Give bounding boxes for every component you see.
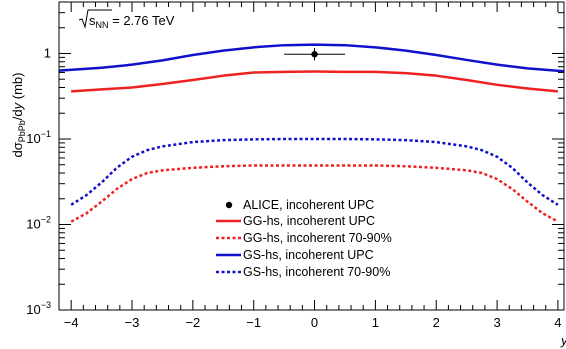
legend-label-gg-upc: GG-hs, incoherent UPC xyxy=(243,214,375,228)
legend-entry-gg-upc: GG-hs, incoherent UPC xyxy=(216,214,375,228)
annotation-sub: NN xyxy=(96,20,109,30)
y-tick-label: 10−1 xyxy=(26,129,51,146)
ylabel-sub: PbPb xyxy=(17,120,27,142)
plot-frame xyxy=(58,1,565,311)
x-tick-label: 3 xyxy=(493,315,500,330)
y-tick-label: 1 xyxy=(44,45,51,60)
legend-label-gs-7090: GS-hs, incoherent 70-90% xyxy=(243,265,390,279)
legend-label-gg-7090: GG-hs, incoherent 70-90% xyxy=(243,231,392,245)
legend-label-alice: ALICE, incoherent UPC xyxy=(243,198,374,212)
legend-entry-gs-upc: GS-hs, incoherent UPC xyxy=(216,248,374,262)
ylabel-a: dσ xyxy=(10,142,25,157)
x-tick-label: 1 xyxy=(372,315,379,330)
x-tick-label: 0 xyxy=(311,315,318,330)
data-points-layer xyxy=(284,47,345,61)
legend-label-gs-upc: GS-hs, incoherent UPC xyxy=(243,248,374,262)
series-line-3 xyxy=(70,137,559,206)
sqrt-symbol xyxy=(78,9,112,29)
x-tick-label: −3 xyxy=(125,315,140,330)
ylabel-b: /d xyxy=(10,109,25,120)
energy-annotation: sNN = 2.76 TeV xyxy=(78,9,175,30)
legend-entry-alice: ALICE, incoherent UPC xyxy=(225,198,374,212)
legend-entry-gs-7090: GS-hs, incoherent 70-90% xyxy=(216,265,390,279)
y-tick-label: 10−2 xyxy=(26,214,51,231)
legend-entry-gg-7090: GG-hs, incoherent 70-90% xyxy=(216,231,392,245)
series-layer xyxy=(58,43,565,223)
series-line-0 xyxy=(71,70,559,93)
axes-layer: −4 −3 −2 −1 0 1 2 3 4 1 10−1 10−2 10−3 xyxy=(26,1,564,330)
ylabel-d: (mb) xyxy=(10,73,25,103)
ylabel-c: y xyxy=(10,101,25,110)
x-tick-label: −1 xyxy=(246,315,261,330)
data-point-0 xyxy=(311,51,318,58)
x-tick-label: −4 xyxy=(64,315,79,330)
series-line-2 xyxy=(58,43,565,73)
x-tick-label: −2 xyxy=(185,315,200,330)
svg-text:sNN = 2.76 TeV: sNN = 2.76 TeV xyxy=(89,13,175,30)
x-axis-title: y xyxy=(560,333,566,348)
x-tick-label: 2 xyxy=(433,315,440,330)
legend: ALICE, incoherent UPC GG-hs, incoherent … xyxy=(216,198,392,279)
legend-marker-alice xyxy=(225,201,233,209)
y-axis-title: dσPbPb/dy (mb) xyxy=(10,73,27,158)
series-line-1 xyxy=(70,164,559,223)
x-tick-label: 4 xyxy=(554,315,561,330)
annotation-suffix: = 2.76 TeV xyxy=(109,13,175,28)
y-tick-label: 10−3 xyxy=(26,300,51,317)
annotation-s: s xyxy=(89,13,96,28)
